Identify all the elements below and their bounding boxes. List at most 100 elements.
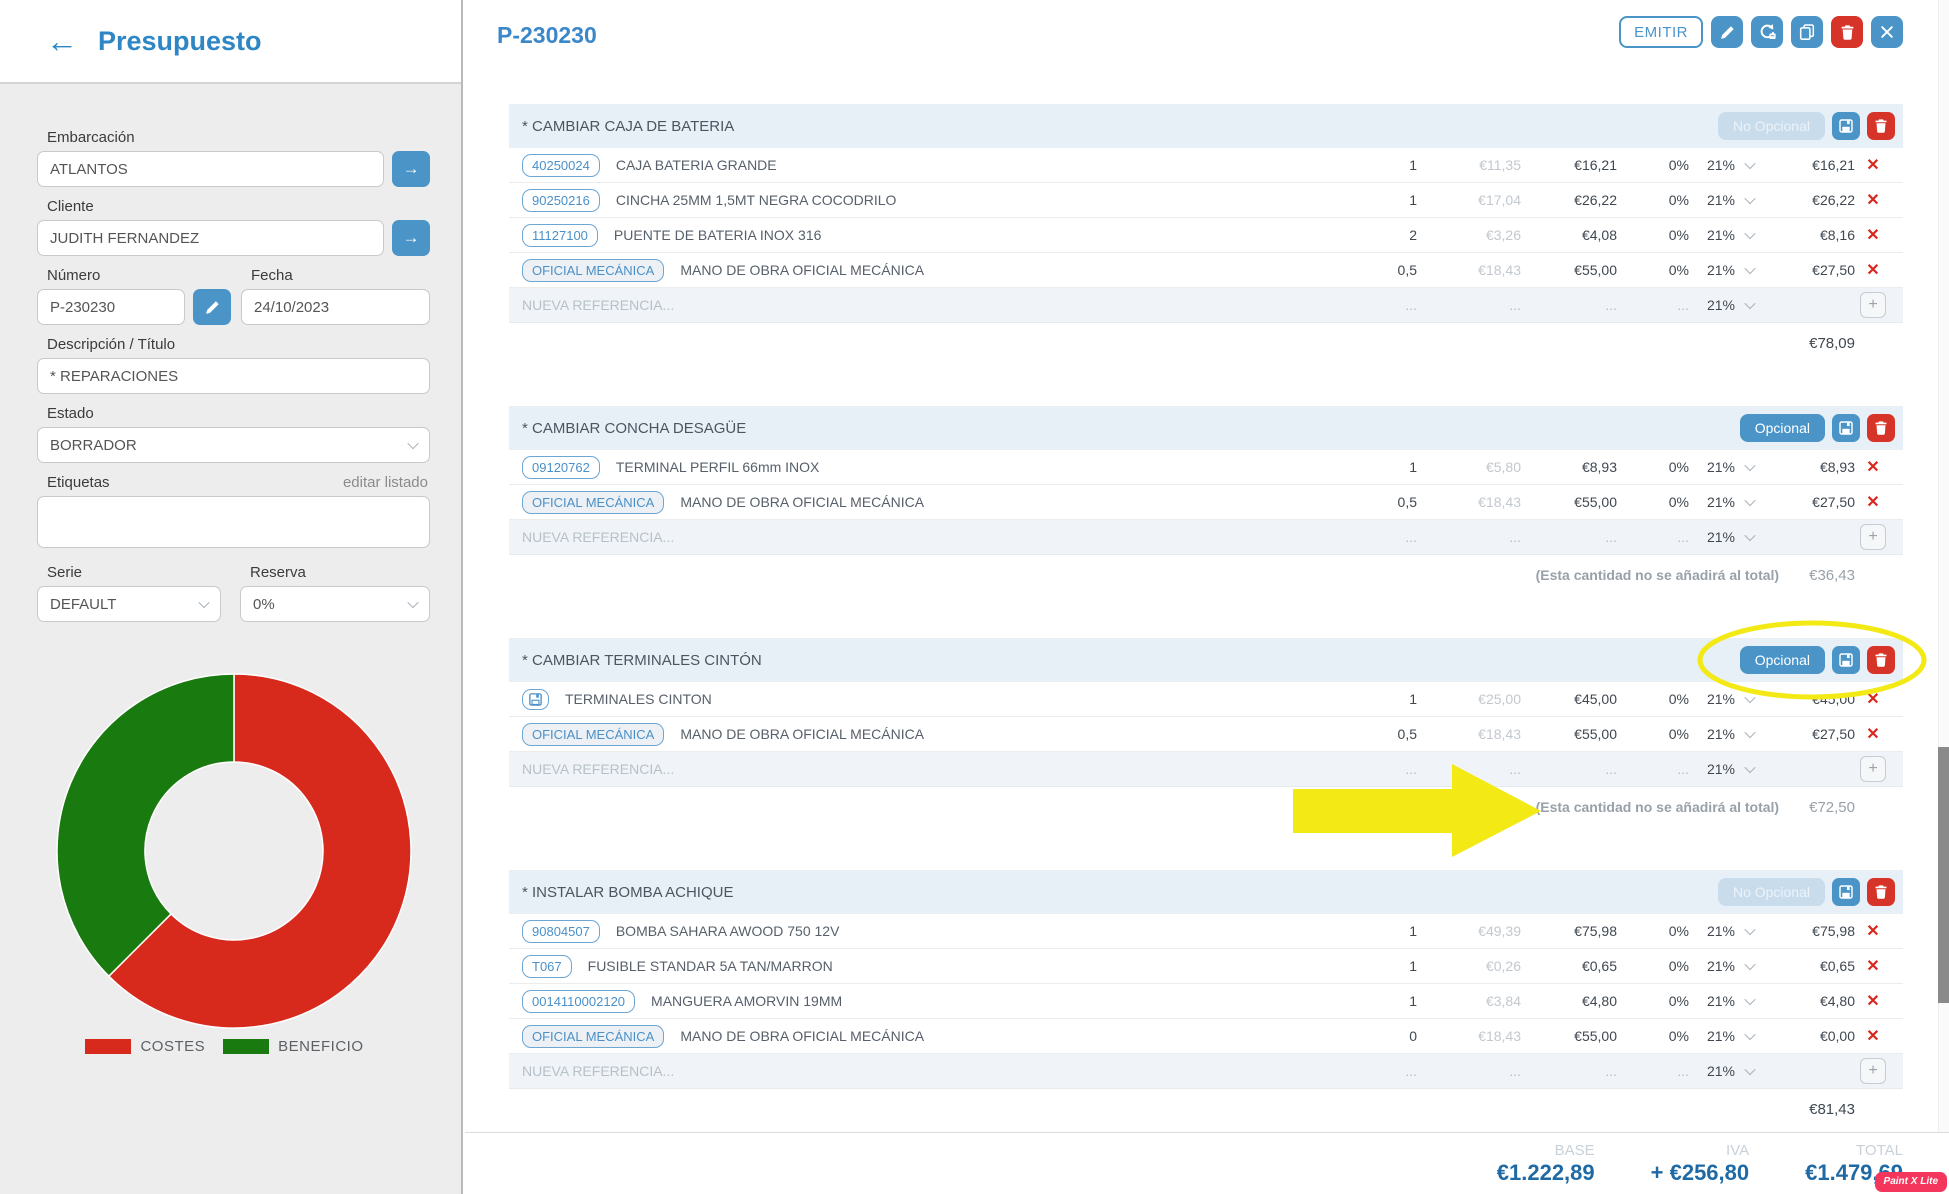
save-section-button[interactable] <box>1832 112 1860 140</box>
item-vat[interactable]: 21% <box>1706 192 1735 208</box>
vat-dropdown[interactable] <box>1735 459 1765 472</box>
item-ref-badge[interactable]: 90804507 <box>522 919 600 943</box>
vat-dropdown[interactable] <box>1735 494 1765 507</box>
close-button[interactable] <box>1871 16 1903 48</box>
vat-dropdown[interactable] <box>1735 1063 1765 1076</box>
delete-row-button[interactable]: ✕ <box>1855 155 1891 175</box>
duplicate-button[interactable] <box>1791 16 1823 48</box>
vat-dropdown[interactable] <box>1735 529 1765 542</box>
item-vat[interactable]: 21% <box>1706 262 1735 278</box>
delete-row-button[interactable]: ✕ <box>1855 991 1891 1011</box>
item-ref-badge[interactable]: 09120762 <box>522 455 600 479</box>
numero-input[interactable] <box>37 289 185 325</box>
new-row-vat[interactable]: 21% <box>1706 761 1735 777</box>
estado-select[interactable]: BORRADOR <box>37 427 430 463</box>
new-row-vat[interactable]: 21% <box>1706 529 1735 545</box>
vat-dropdown[interactable] <box>1735 923 1765 936</box>
delete-section-button[interactable] <box>1867 414 1895 442</box>
new-reference-input[interactable]: NUEVA REFERENCIA... <box>522 297 675 313</box>
item-vat[interactable]: 21% <box>1706 691 1735 707</box>
item-vat[interactable]: 21% <box>1706 923 1735 939</box>
vat-dropdown[interactable] <box>1735 297 1765 310</box>
vat-dropdown[interactable] <box>1735 958 1765 971</box>
delete-row-button[interactable]: ✕ <box>1855 724 1891 744</box>
delete-row-button[interactable]: ✕ <box>1855 921 1891 941</box>
item-ref-badge[interactable]: 40250024 <box>522 153 600 177</box>
delete-row-button[interactable]: ✕ <box>1855 225 1891 245</box>
new-reference-input[interactable]: NUEVA REFERENCIA... <box>522 1063 675 1079</box>
add-row-button[interactable]: + <box>1860 1058 1886 1084</box>
item-numbers: 1 €11,35 €16,21 0% 21% €16,21 ✕ <box>1371 155 1891 175</box>
delete-row-button[interactable]: ✕ <box>1855 689 1891 709</box>
item-ref-badge[interactable]: 90250216 <box>522 188 600 212</box>
add-row-button[interactable]: + <box>1860 524 1886 550</box>
delete-section-button[interactable] <box>1867 878 1895 906</box>
item-vat[interactable]: 21% <box>1706 157 1735 173</box>
item-ref-badge[interactable]: T067 <box>522 954 572 978</box>
delete-row-button[interactable]: ✕ <box>1855 492 1891 512</box>
table-row: OFICIAL MECÁNICA MANO DE OBRA OFICIAL MEC… <box>509 717 1903 752</box>
new-row-vat[interactable]: 21% <box>1706 297 1735 313</box>
delete-section-button[interactable] <box>1867 112 1895 140</box>
cliente-open-button[interactable]: → <box>392 220 430 256</box>
delete-row-button[interactable]: ✕ <box>1855 457 1891 477</box>
optional-toggle-button[interactable]: No Opcional <box>1717 878 1825 906</box>
optional-toggle-button[interactable]: Opcional <box>1739 414 1825 442</box>
item-ref-badge[interactable]: OFICIAL MECÁNICA <box>522 258 665 282</box>
item-ref-badge[interactable]: 0014110002120 <box>522 989 636 1013</box>
cliente-input[interactable] <box>37 220 384 256</box>
item-vat[interactable]: 21% <box>1706 227 1735 243</box>
embarcacion-open-button[interactable]: → <box>392 151 430 187</box>
editar-listado-link[interactable]: editar listado <box>342 474 428 491</box>
embarcacion-field: Embarcación → <box>37 129 430 187</box>
item-vat[interactable]: 21% <box>1706 726 1735 742</box>
add-row-button[interactable]: + <box>1860 292 1886 318</box>
save-section-button[interactable] <box>1832 878 1860 906</box>
numero-edit-button[interactable] <box>193 289 231 325</box>
emitir-button[interactable]: EMITIR <box>1619 16 1703 48</box>
delete-row-button[interactable]: ✕ <box>1855 260 1891 280</box>
etiquetas-input[interactable] <box>37 496 430 548</box>
item-vat[interactable]: 21% <box>1706 958 1735 974</box>
fecha-input[interactable] <box>241 289 430 325</box>
item-ref-badge[interactable]: OFICIAL MECÁNICA <box>522 722 665 746</box>
delete-budget-button[interactable] <box>1831 16 1863 48</box>
reserva-select[interactable]: 0% <box>240 586 430 622</box>
optional-toggle-button[interactable]: Opcional <box>1739 646 1825 674</box>
back-arrow-icon[interactable]: ← <box>46 23 78 59</box>
item-vat[interactable]: 21% <box>1706 1028 1735 1044</box>
new-reference-input[interactable]: NUEVA REFERENCIA... <box>522 529 675 545</box>
item-vat[interactable]: 21% <box>1706 993 1735 1009</box>
new-row-vat[interactable]: 21% <box>1706 1063 1735 1079</box>
vat-dropdown[interactable] <box>1735 761 1765 774</box>
serie-select[interactable]: DEFAULT <box>37 586 221 622</box>
item-ref-badge[interactable]: 11127100 <box>522 223 598 247</box>
item-vat[interactable]: 21% <box>1706 459 1735 475</box>
item-ref-badge[interactable]: OFICIAL MECÁNICA <box>522 490 665 514</box>
vat-dropdown[interactable] <box>1735 262 1765 275</box>
vat-dropdown[interactable] <box>1735 726 1765 739</box>
item-ref-badge[interactable]: OFICIAL MECÁNICA <box>522 1024 665 1048</box>
vat-dropdown[interactable] <box>1735 192 1765 205</box>
vat-dropdown[interactable] <box>1735 227 1765 240</box>
vat-dropdown[interactable] <box>1735 1028 1765 1041</box>
edit-button[interactable] <box>1711 16 1743 48</box>
descripcion-input[interactable] <box>37 358 430 394</box>
item-vat[interactable]: 21% <box>1706 494 1735 510</box>
optional-toggle-button[interactable]: No Opcional <box>1717 112 1825 140</box>
new-reference-input[interactable]: NUEVA REFERENCIA... <box>522 761 675 777</box>
delete-section-button[interactable] <box>1867 646 1895 674</box>
scrollbar-thumb[interactable] <box>1938 747 1949 1003</box>
save-section-button[interactable] <box>1832 646 1860 674</box>
item-ref-badge[interactable] <box>522 688 549 710</box>
add-row-button[interactable]: + <box>1860 756 1886 782</box>
vat-dropdown[interactable] <box>1735 993 1765 1006</box>
delete-row-button[interactable]: ✕ <box>1855 1026 1891 1046</box>
vat-dropdown[interactable] <box>1735 157 1765 170</box>
save-section-button[interactable] <box>1832 414 1860 442</box>
delete-row-button[interactable]: ✕ <box>1855 190 1891 210</box>
embarcacion-input[interactable] <box>37 151 384 187</box>
vat-dropdown[interactable] <box>1735 691 1765 704</box>
convert-button[interactable] <box>1751 16 1783 48</box>
delete-row-button[interactable]: ✕ <box>1855 956 1891 976</box>
